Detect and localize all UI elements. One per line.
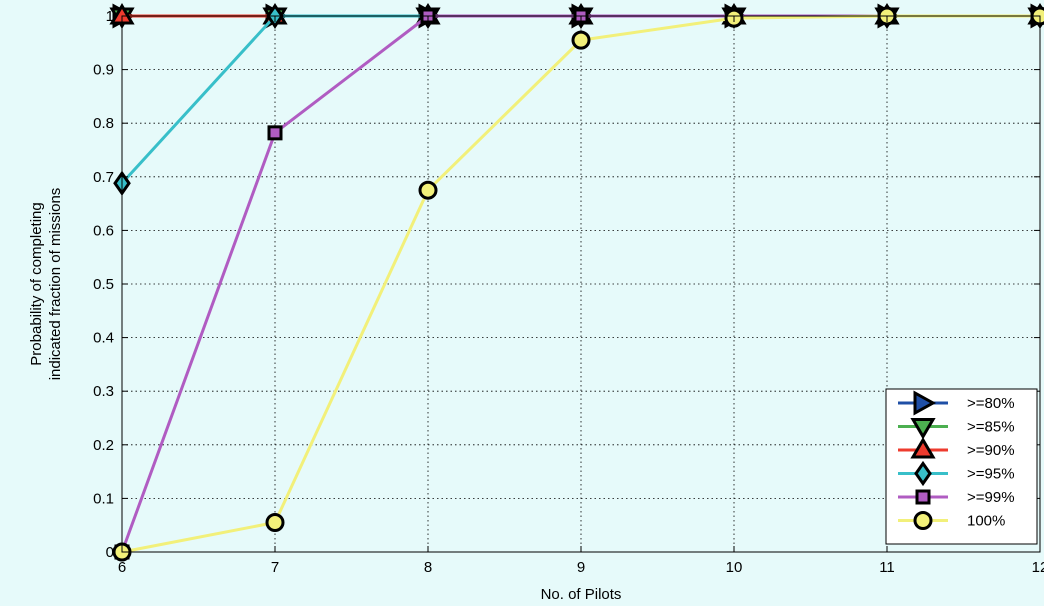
- legend-label-0: >=80%: [967, 395, 1015, 412]
- x-tick-label: 7: [271, 559, 279, 576]
- y-tick-label: 0.6: [93, 222, 114, 239]
- data-point-series-5: [265, 513, 285, 533]
- y-tick-label: 0.8: [93, 115, 114, 132]
- data-point-series-5: [571, 30, 591, 50]
- x-axis-label: No. of Pilots: [541, 586, 622, 603]
- legend-label-2: >=90%: [967, 442, 1015, 459]
- ticks: 6 7 8 9 10 11 12 0 0.1 0.2 0.3 0.4 0.5 0.6 0.7 0.8 0.9 1: [93, 8, 1044, 576]
- x-tick-label: 12: [1032, 559, 1044, 576]
- y-tick-label: 0: [106, 544, 114, 561]
- y-tick-label: 0.5: [93, 276, 114, 293]
- legend: >=80% >=85% >=90% >=95% >=99% 100%: [885, 388, 1038, 545]
- x-tick-label: 9: [577, 559, 585, 576]
- legend-label-3: >=95%: [967, 466, 1015, 483]
- y-tick-label: 0.1: [93, 490, 114, 507]
- legend-label-4: >=99%: [967, 489, 1015, 506]
- x-tick-label: 8: [424, 559, 432, 576]
- x-tick-label: 10: [726, 559, 743, 576]
- legend-label-1: >=85%: [967, 419, 1015, 436]
- legend-marker-2: [910, 437, 936, 459]
- legend-marker-0: [913, 390, 937, 416]
- y-tick-label: 0.2: [93, 437, 114, 454]
- y-tick-label: 0.7: [93, 169, 114, 186]
- y-axis-label-line-1: Probability of completing: [28, 202, 45, 365]
- y-tick-label: 1: [106, 8, 114, 25]
- legend-box: [885, 388, 1038, 545]
- y-tick-label: 0.4: [93, 330, 114, 347]
- x-tick-label: 11: [879, 559, 895, 576]
- y-tick-label: 0.9: [93, 62, 114, 79]
- legend-marker-4: [915, 489, 931, 505]
- legend-label-5: 100%: [967, 513, 1005, 530]
- x-tick-label: 6: [118, 559, 126, 576]
- y-axis-label-line-2: indicated fraction of missions: [47, 188, 64, 381]
- data-point-series-5: [418, 180, 438, 200]
- data-point-series-4: [267, 125, 283, 141]
- legend-marker-1: [910, 418, 936, 440]
- legend-marker-3: [914, 460, 932, 487]
- y-tick-label: 0.3: [93, 383, 114, 400]
- legend-marker-5: [913, 511, 933, 530]
